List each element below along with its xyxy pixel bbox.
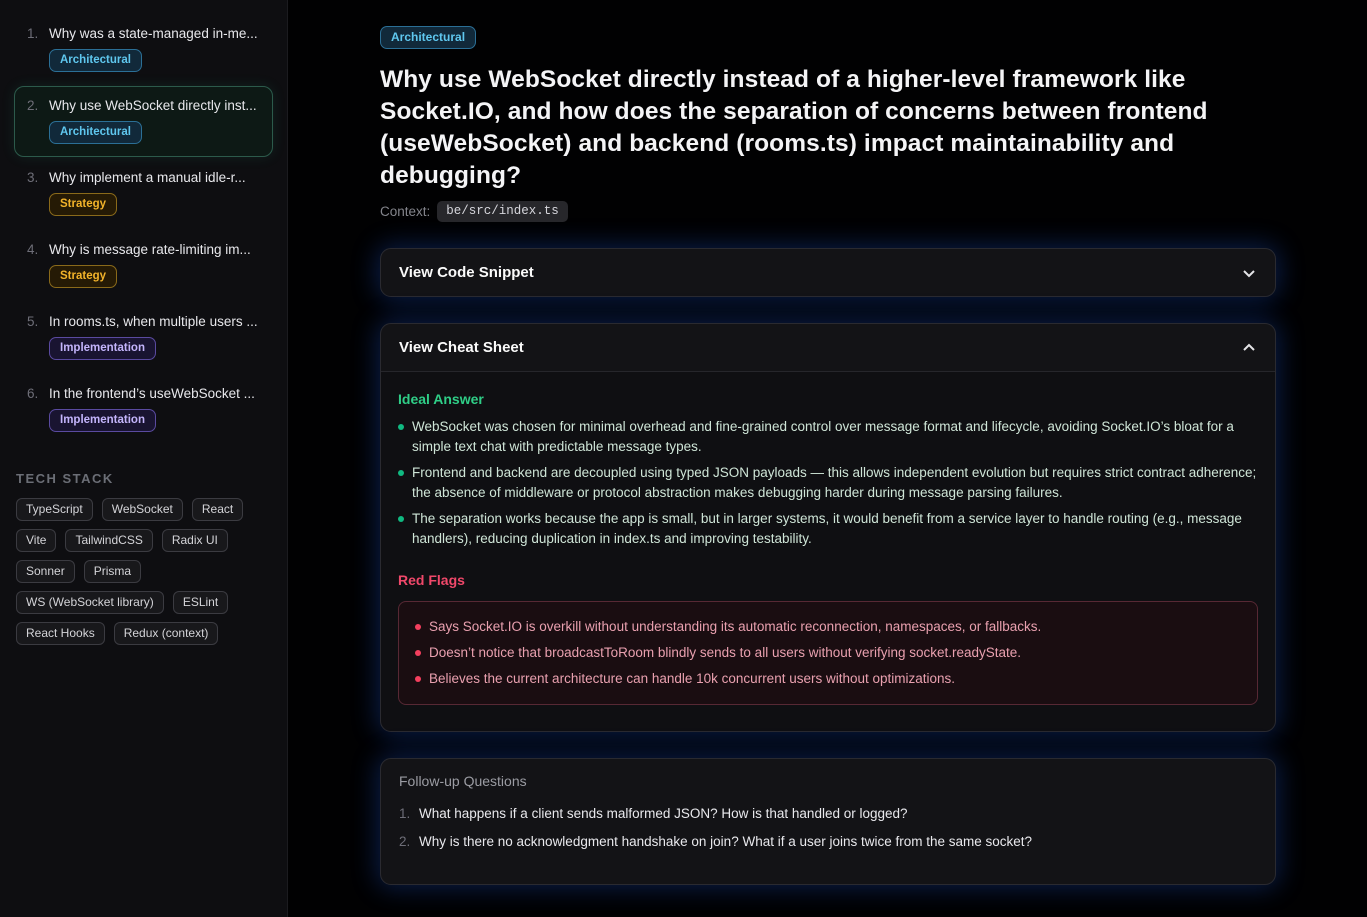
category-badge: Implementation xyxy=(49,409,156,432)
category-badge: Strategy xyxy=(49,265,118,288)
question-number: 1. xyxy=(27,26,39,41)
tech-tag: React xyxy=(191,498,244,521)
ideal-answer-bullet: The separation works because the app is … xyxy=(398,509,1258,549)
question-title: Why use WebSocket directly inst... xyxy=(49,98,257,113)
chevron-down-icon xyxy=(1243,269,1255,277)
red-flags-box: Says Socket.IO is overkill without under… xyxy=(398,601,1258,705)
tech-tag: TypeScript xyxy=(16,498,93,521)
red-flags-heading: Red Flags xyxy=(398,572,465,588)
question-heading: Why use WebSocket directly instead of a … xyxy=(380,66,1208,189)
question-sidebar: 1. Why was a state-managed in-me... Arch… xyxy=(0,0,288,917)
category-badge: Implementation xyxy=(49,337,156,360)
sidebar-item-question-4[interactable]: 4. Why is message rate-limiting im... St… xyxy=(14,230,273,301)
question-number: 5. xyxy=(27,314,39,329)
tech-stack-tags: TypeScript WebSocket React Vite Tailwind… xyxy=(16,498,271,645)
tech-tag: Sonner xyxy=(16,560,75,583)
tech-stack-heading: TECH STACK xyxy=(16,471,114,486)
code-snippet-label: View Code Snippet xyxy=(399,264,534,281)
question-number: 6. xyxy=(27,386,39,401)
followup-question: Why is there no acknowledgment handshake… xyxy=(399,834,1033,849)
ideal-answer-list: WebSocket was chosen for minimal overhea… xyxy=(398,417,1258,549)
tech-tag: React Hooks xyxy=(16,622,105,645)
tech-tag: TailwindCSS xyxy=(65,529,153,552)
question-title: Why is message rate-limiting im... xyxy=(49,242,251,257)
question-title: In rooms.ts, when multiple users ... xyxy=(49,314,258,329)
cheat-sheet-label: View Cheat Sheet xyxy=(399,339,524,356)
tech-tag: WS (WebSocket library) xyxy=(16,591,164,614)
tech-tag: Redux (context) xyxy=(113,622,219,645)
cheat-sheet-card: View Cheat Sheet Ideal Answer WebSocket … xyxy=(380,323,1276,732)
sidebar-item-question-5[interactable]: 5. In rooms.ts, when multiple users ... … xyxy=(14,302,273,373)
cheat-sheet-toggle[interactable]: View Cheat Sheet xyxy=(381,324,1275,371)
tech-tag: ESLint xyxy=(172,591,229,614)
ideal-answer-bullet: WebSocket was chosen for minimal overhea… xyxy=(398,417,1258,457)
followup-questions-card: Follow-up Questions What happens if a cl… xyxy=(380,758,1276,885)
question-title: Why was a state-managed in-me... xyxy=(49,26,258,41)
tech-tag: Prisma xyxy=(83,560,142,583)
chevron-up-icon xyxy=(1243,343,1255,351)
sidebar-item-question-3[interactable]: 3. Why implement a manual idle-r... Stra… xyxy=(14,158,273,229)
sidebar-item-question-2-selected[interactable]: 2. Why use WebSocket directly inst... Ar… xyxy=(14,86,273,157)
ideal-answer-heading: Ideal Answer xyxy=(398,391,484,407)
sidebar-item-question-1[interactable]: 1. Why was a state-managed in-me... Arch… xyxy=(14,14,273,85)
context-label: Context: xyxy=(380,204,431,219)
question-title: In the frontend’s useWebSocket ... xyxy=(49,386,255,401)
context-file-path: be/src/index.ts xyxy=(437,201,568,222)
tech-tag: Radix UI xyxy=(161,529,228,552)
red-flag-bullet: Says Socket.IO is overkill without under… xyxy=(415,617,1241,637)
category-badge: Architectural xyxy=(49,49,142,72)
code-snippet-toggle[interactable]: View Code Snippet xyxy=(381,249,1275,296)
red-flags-list: Says Socket.IO is overkill without under… xyxy=(415,617,1241,689)
category-badge: Strategy xyxy=(49,193,118,216)
tech-stack-section: TECH STACK TypeScript WebSocket React Vi… xyxy=(14,471,273,645)
followup-list: What happens if a client sends malformed… xyxy=(399,806,1257,849)
red-flag-bullet: Doesn’t notice that broadcastToRoom blin… xyxy=(415,643,1241,663)
question-number: 4. xyxy=(27,242,39,257)
tech-tag: Vite xyxy=(16,529,57,552)
followup-heading: Follow-up Questions xyxy=(399,773,527,789)
question-number: 2. xyxy=(27,98,39,113)
tech-tag: WebSocket xyxy=(101,498,183,521)
category-badge: Architectural xyxy=(49,121,142,144)
followup-question: What happens if a client sends malformed… xyxy=(399,806,908,821)
ideal-answer-bullet: Frontend and backend are decoupled using… xyxy=(398,463,1258,503)
question-number: 3. xyxy=(27,170,39,185)
category-badge: Architectural xyxy=(380,26,477,49)
cheat-sheet-body: Ideal Answer WebSocket was chosen for mi… xyxy=(381,371,1275,731)
sidebar-item-question-6[interactable]: 6. In the frontend’s useWebSocket ... Im… xyxy=(14,374,273,445)
question-detail-panel: Architectural Why use WebSocket directly… xyxy=(288,0,1367,917)
question-title: Why implement a manual idle-r... xyxy=(49,170,246,185)
red-flag-bullet: Believes the current architecture can ha… xyxy=(415,669,1241,689)
code-snippet-card: View Code Snippet xyxy=(380,248,1276,297)
context-row: Context: be/src/index.ts xyxy=(380,201,1276,222)
